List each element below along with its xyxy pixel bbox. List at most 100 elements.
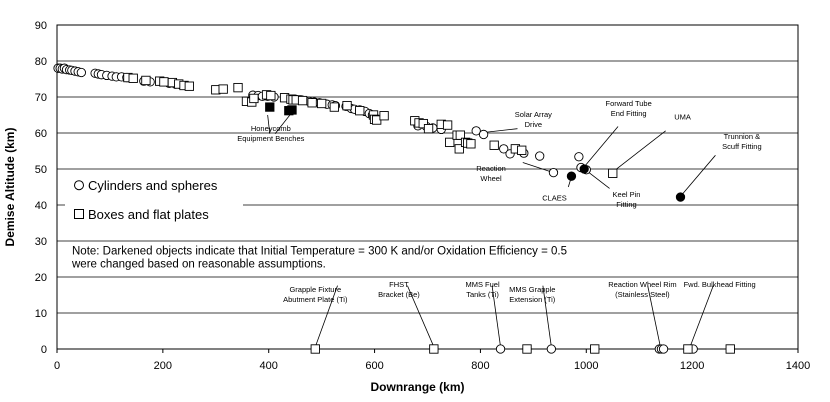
y-tick-label: 90 [35, 20, 47, 32]
annotation-label: Fwd. Bulkhead Fitting [684, 280, 756, 289]
square-data-point [287, 105, 297, 115]
y-axis-label: Demise Altitude (km) [3, 128, 17, 247]
x-tick-label: 1200 [680, 360, 704, 372]
plot-frame [56, 24, 799, 350]
square-data-point [316, 98, 327, 109]
annotation-label: Tanks (Ti) [466, 290, 499, 299]
square-data-point [184, 81, 194, 91]
annotation-label: Drive [525, 120, 543, 129]
circle-data-point [535, 151, 545, 161]
y-tick-label: 20 [35, 272, 47, 284]
annotation-label: Trunnion & [724, 132, 760, 141]
y-tick-label: 70 [35, 92, 47, 104]
legend: Cylinders and spheres Boxes and flat pla… [65, 171, 243, 239]
square-data-point [418, 118, 428, 129]
annotation-label: FHST [389, 280, 409, 289]
annotation-label: (Stainless Steel) [615, 290, 670, 299]
legend-circle-marker [74, 180, 84, 191]
x-tick-label: 400 [260, 360, 278, 372]
annotation-label: Scuff Fitting [722, 142, 761, 151]
annotation-leader-line [407, 285, 435, 347]
x-tick-label: 600 [365, 360, 383, 372]
square-data-point [489, 140, 499, 150]
square-data-point [266, 90, 276, 101]
note-line-2: were changed based on reasonable assumpt… [71, 258, 326, 270]
circle-data-point [546, 344, 557, 354]
square-data-point [297, 95, 308, 106]
square-data-point [454, 144, 464, 154]
annotation-label: Wheel [480, 174, 502, 183]
x-tick-label: 800 [471, 360, 489, 372]
annotation-label: Equipment Benches [237, 134, 304, 143]
y-tick-label: 60 [35, 128, 47, 140]
legend-box [65, 171, 243, 239]
square-data-point [355, 106, 365, 116]
circle-data-point [76, 67, 86, 78]
data-points [53, 63, 735, 354]
y-tick-label: 50 [35, 164, 47, 176]
circle-data-point [471, 126, 481, 136]
annotation-leader-line [647, 285, 661, 347]
annotation-leader-line [314, 285, 338, 347]
y-tick-label: 40 [35, 200, 47, 212]
y-tick-label: 0 [41, 344, 47, 356]
annotation-label: UMA [674, 112, 691, 121]
annotation-leader-line [583, 126, 619, 168]
annotation-label: Extension (Ti) [509, 295, 555, 304]
annotation-label: CLAES [542, 194, 567, 203]
square-data-point [423, 124, 434, 134]
square-data-point [608, 168, 618, 178]
square-data-point [218, 84, 228, 94]
annotation-label: MMS Fuel [465, 280, 500, 289]
note: Note: Darkened objects indicate that Ini… [65, 243, 725, 275]
annotation-leader-line [491, 285, 501, 347]
square-data-point [329, 102, 339, 112]
annotation-label: Reaction [476, 164, 506, 173]
y-tick-label: 30 [35, 236, 47, 248]
note-line-1: Note: Darkened objects indicate that Ini… [72, 245, 567, 257]
circle-data-point [548, 167, 559, 178]
annotation-leaders [267, 114, 716, 347]
annotation-leader-line [267, 114, 271, 134]
square-data-point [379, 111, 389, 121]
square-data-point [342, 100, 352, 111]
square-data-point [249, 93, 259, 104]
annotation-label: Forward Tube [605, 99, 651, 108]
annotation-label: Solar Array [515, 110, 552, 119]
x-tick-label: 1400 [786, 360, 810, 372]
legend-square-marker [74, 209, 84, 219]
circle-data-point [574, 152, 584, 162]
square-data-point [455, 130, 465, 140]
circle-data-point [499, 144, 509, 154]
annotation-leader-line [522, 162, 554, 173]
square-data-point [233, 82, 243, 93]
annotation-label: Fitting [616, 200, 636, 209]
square-data-point [429, 344, 439, 354]
x-tick-label: 1000 [574, 360, 598, 372]
circle-data-point [658, 344, 669, 354]
annotation-label: Bracket (Be) [378, 290, 420, 299]
annotation-leader-line [485, 128, 518, 133]
square-data-point [141, 75, 151, 86]
annotation-label: Abutment Plate (Ti) [283, 295, 348, 304]
annotation-leader-line [274, 114, 291, 134]
square-data-point [522, 344, 532, 354]
square-data-point [517, 145, 527, 155]
y-tick-label: 80 [35, 56, 47, 68]
square-data-point [683, 344, 693, 354]
square-data-point [445, 137, 455, 148]
square-data-point [442, 120, 453, 130]
annotation-leader-line [612, 130, 666, 173]
annotation-leader-line [542, 285, 552, 347]
square-data-point [265, 102, 275, 112]
y-tick-label: 10 [35, 308, 47, 320]
annotation-label: End Fitting [611, 109, 647, 118]
square-data-point [159, 77, 169, 87]
x-tick-label: 0 [54, 360, 60, 372]
square-data-point [307, 98, 317, 108]
square-data-point [725, 344, 735, 354]
square-data-point [590, 344, 600, 354]
circle-data-point [566, 171, 577, 181]
